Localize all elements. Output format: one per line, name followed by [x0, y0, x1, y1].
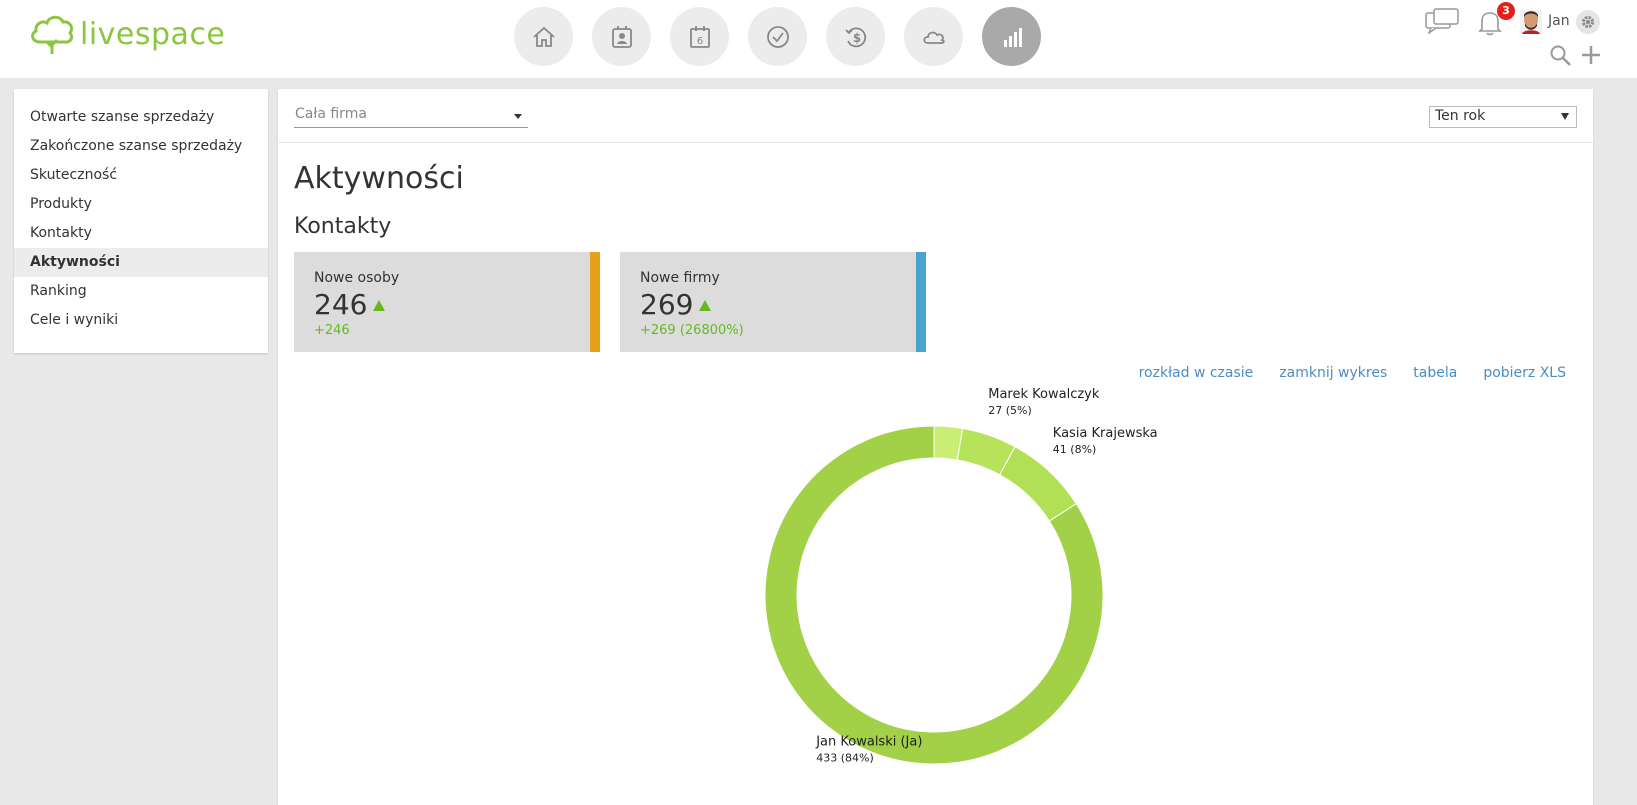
main-panel: Cała firma Ten rok Aktywności Kontakty N…	[278, 89, 1593, 805]
sidebar-item-activities[interactable]: Aktywności	[14, 248, 268, 277]
company-select[interactable]: Cała firma	[294, 106, 528, 128]
slice-label-value: 27 (5%)	[988, 404, 1032, 417]
trend-up-icon	[373, 300, 386, 311]
logo[interactable]: livespace	[28, 12, 225, 56]
chart-links: rozkład w czasie zamknij wykres tabela p…	[1113, 365, 1566, 381]
main-nav: 6 $	[514, 7, 1060, 66]
stat-label: Nowe firmy	[640, 270, 720, 286]
page-title: Aktywności	[294, 161, 464, 196]
chevron-down-icon	[514, 114, 522, 119]
section-title: Kontakty	[294, 214, 392, 239]
sidebar-item-contacts[interactable]: Kontakty	[30, 225, 92, 241]
stat-delta: +269 (26800%)	[640, 323, 744, 338]
deals-money-icon: $	[844, 27, 866, 47]
chevron-down-icon	[1561, 113, 1569, 120]
filter-bar: Cała firma Ten rok	[278, 89, 1593, 143]
stat-color-stripe	[590, 252, 600, 352]
nav-calendar-button[interactable]: 6	[670, 7, 729, 66]
user-name[interactable]: Jan	[1548, 13, 1570, 29]
company-select-value: Cała firma	[295, 106, 367, 122]
table-link[interactable]: tabela	[1413, 365, 1458, 381]
sidebar-item-closed-deals[interactable]: Zakończone szanse sprzedaży	[30, 138, 243, 154]
reports-bar-chart-icon	[1003, 27, 1022, 47]
contacts-icon	[611, 25, 632, 48]
stat-value-wrap: 246	[314, 288, 386, 321]
gear-icon[interactable]	[1576, 10, 1600, 34]
nav-contacts-button[interactable]	[592, 7, 651, 66]
sidebar-item-effectiveness[interactable]: Skuteczność	[30, 167, 118, 183]
donut-chart: Jan Kowalski (Ja) 433 (84%) Marek Kowalczy…	[764, 387, 1158, 765]
stat-value: 246	[314, 288, 368, 321]
slice-label-name: Jan Kowalski (Ja)	[815, 735, 922, 750]
calendar-day: 6	[696, 36, 702, 47]
donut-slice[interactable]	[999, 446, 1077, 522]
bell-icon[interactable]	[1477, 8, 1503, 36]
tree-cloud-icon	[31, 15, 74, 54]
stat-color-stripe	[916, 252, 926, 352]
search-icon[interactable]	[1549, 44, 1573, 68]
plus-icon[interactable]	[1579, 43, 1603, 67]
trend-up-icon	[699, 300, 712, 311]
nav-reports-button[interactable]	[982, 7, 1041, 66]
home-icon	[532, 26, 555, 47]
slice-label-name: Kasia Krajewska	[1053, 426, 1158, 441]
slice-label-name: Marek Kowalczyk	[988, 387, 1100, 402]
period-select-value: Ten rok	[1435, 108, 1486, 124]
notification-badge[interactable]: 3	[1497, 2, 1515, 20]
stat-label: Nowe osoby	[314, 270, 400, 286]
cloud-icon	[922, 31, 945, 44]
slice-label-value: 41 (8%)	[1053, 443, 1097, 456]
calendar-icon: 6	[689, 25, 710, 48]
svg-text:$: $	[852, 31, 860, 45]
close-chart-link[interactable]: zamknij wykres	[1279, 365, 1388, 381]
stat-card-new-companies[interactable]: Nowe firmy 269 +269 (26800%)	[620, 252, 926, 352]
download-xls-link[interactable]: pobierz XLS	[1483, 365, 1566, 381]
stat-value-wrap: 269	[640, 288, 712, 321]
user-area: 3 Jan	[1377, 0, 1637, 78]
slice-label-value: 433 (84%)	[816, 752, 874, 765]
reports-sidebar: Otwarte szanse sprzedaży Zakończone szan…	[14, 89, 268, 353]
avatar[interactable]	[1520, 10, 1542, 34]
period-select[interactable]: Ten rok	[1429, 106, 1577, 128]
stat-value: 269	[640, 288, 694, 321]
sidebar-item-open-deals[interactable]: Otwarte szanse sprzedaży	[30, 109, 215, 125]
nav-home-button[interactable]	[514, 7, 573, 66]
stat-delta: +246	[314, 323, 350, 338]
sidebar-item-ranking[interactable]: Ranking	[30, 283, 87, 299]
time-distribution-link[interactable]: rozkład w czasie	[1138, 365, 1254, 381]
sidebar-item-goals[interactable]: Cele i wyniki	[30, 312, 119, 328]
chat-icon[interactable]	[1425, 8, 1459, 34]
logo-text: livespace	[80, 16, 226, 52]
stat-card-new-people[interactable]: Nowe osoby 246 +246	[294, 252, 600, 352]
nav-tasks-button[interactable]	[748, 7, 807, 66]
donut-slice[interactable]	[764, 425, 1104, 765]
nav-cloud-button[interactable]	[904, 7, 963, 66]
top-bar: livespace 6 $ 3 Jan	[0, 0, 1637, 78]
avatar-face-icon	[1520, 10, 1542, 34]
sidebar-item-products[interactable]: Produkty	[30, 196, 92, 212]
tasks-check-icon	[766, 25, 789, 48]
nav-deals-button[interactable]: $	[826, 7, 885, 66]
